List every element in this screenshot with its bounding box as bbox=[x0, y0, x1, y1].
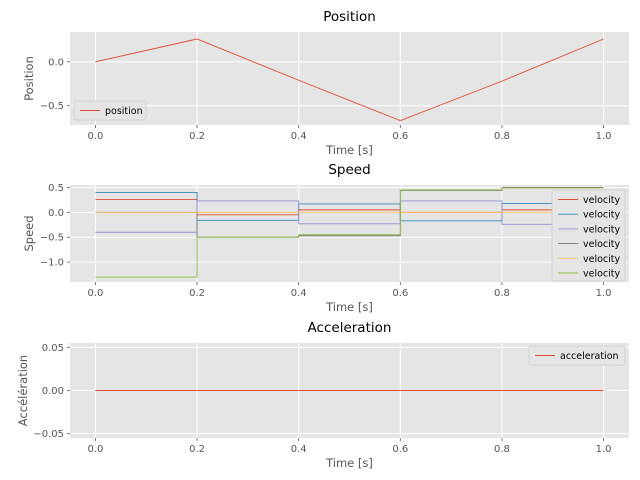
y-axis-label: Accélération bbox=[16, 355, 30, 426]
y-tick-label: 0.0 bbox=[48, 208, 64, 219]
y-tick-label: 0.05 bbox=[42, 343, 64, 354]
plot-area bbox=[70, 32, 629, 125]
legend-label: velocity bbox=[583, 269, 621, 280]
series-line-velocity-6 bbox=[95, 187, 604, 278]
subplot-acceleration: Acceleration 0.0 0.2 0.4 0.6 0.8 1.0 0.05 0.00 −0… bbox=[16, 320, 629, 470]
subplot-title: Acceleration bbox=[308, 320, 392, 336]
legend-box bbox=[528, 345, 626, 366]
x-tick-label: 0.4 bbox=[291, 288, 307, 299]
y-tick-label: 0.0 bbox=[48, 57, 64, 68]
legend-label: velocity bbox=[583, 239, 621, 250]
legend-label: velocity bbox=[583, 210, 621, 221]
x-tick-label: 0.4 bbox=[291, 444, 307, 455]
x-tick-label: 1.0 bbox=[596, 131, 612, 142]
x-tick-label: 0.8 bbox=[494, 288, 510, 299]
y-tick-label: −0.5 bbox=[40, 101, 64, 112]
x-tick-label: 0.0 bbox=[87, 288, 103, 299]
legend-label: acceleration bbox=[560, 351, 619, 362]
x-axis-label: Time [s] bbox=[325, 300, 373, 314]
legend-box bbox=[73, 100, 147, 121]
subplot-speed: Speed 0.0 0.2 0.4 0.6 0.8 1.0 0.5 0.0 −0.5 −1.0 Tim… bbox=[22, 162, 629, 314]
plot-area bbox=[70, 185, 629, 282]
x-tick-label: 0.6 bbox=[392, 131, 408, 142]
x-tick-label: 0.2 bbox=[189, 444, 205, 455]
x-tick-label: 0.6 bbox=[392, 288, 408, 299]
x-tick-label: 0.2 bbox=[189, 131, 205, 142]
subplot-position: Position 0.0 0.2 0.4 0.6 0.8 1.0 0.0 −0.5 Time [s… bbox=[22, 9, 629, 157]
y-tick-label: 0.00 bbox=[42, 386, 64, 397]
legend-label: velocity bbox=[583, 195, 621, 206]
x-tick-label: 0.8 bbox=[494, 131, 510, 142]
x-tick-label: 0.8 bbox=[494, 444, 510, 455]
y-tick-label: −0.05 bbox=[33, 429, 64, 440]
legend-label: velocity bbox=[583, 224, 621, 235]
subplot-title: Position bbox=[323, 9, 376, 25]
x-tick-label: 0.6 bbox=[392, 444, 408, 455]
x-axis-label: Time [s] bbox=[325, 143, 373, 157]
x-tick-label: 0.0 bbox=[87, 444, 103, 455]
x-axis-label: Time [s] bbox=[325, 456, 373, 470]
series-line-position-1 bbox=[95, 38, 604, 122]
legend-label: position bbox=[105, 106, 143, 117]
y-tick-label: 0.5 bbox=[48, 183, 64, 194]
y-axis-label: Position bbox=[22, 56, 36, 101]
x-tick-label: 0.0 bbox=[87, 131, 103, 142]
y-tick-label: −1.0 bbox=[40, 258, 64, 269]
x-tick-label: 1.0 bbox=[596, 288, 612, 299]
legend-label: velocity bbox=[583, 254, 621, 265]
x-tick-label: 1.0 bbox=[596, 444, 612, 455]
x-tick-label: 0.2 bbox=[189, 288, 205, 299]
y-tick-label: −0.5 bbox=[40, 233, 64, 244]
y-axis-label: Speed bbox=[22, 215, 36, 251]
subplot-title: Speed bbox=[328, 162, 370, 178]
x-tick-label: 0.4 bbox=[291, 131, 307, 142]
